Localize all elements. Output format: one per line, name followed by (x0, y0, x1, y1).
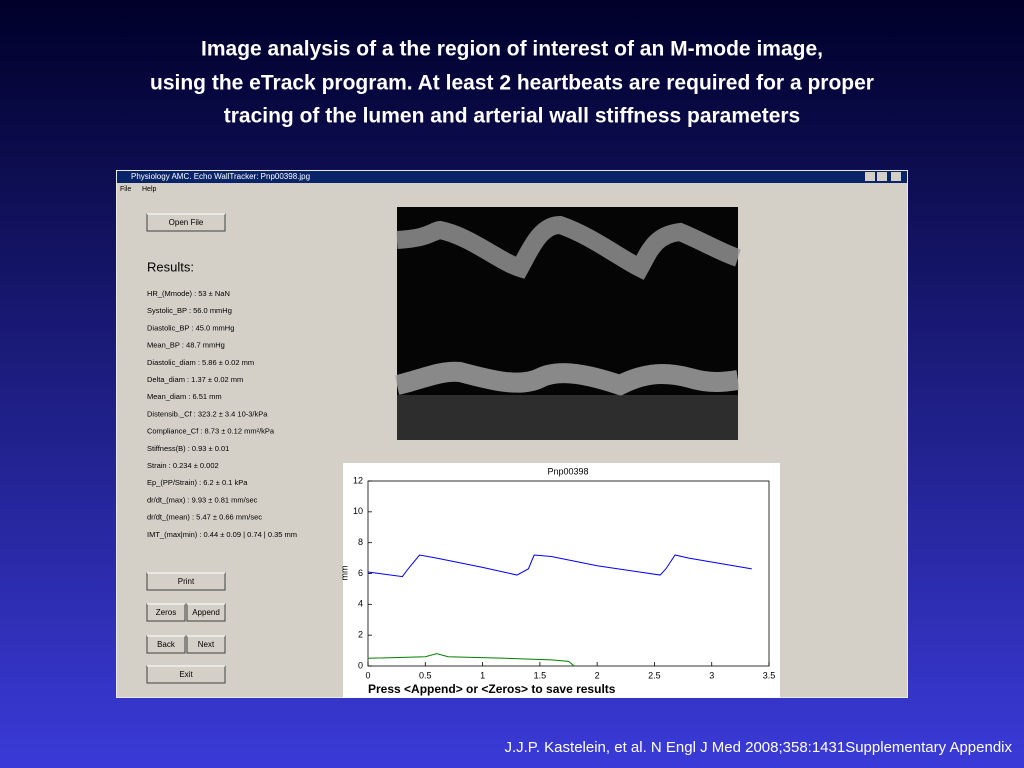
y-tick-label: 6 (358, 568, 363, 578)
title-bar (117, 171, 907, 183)
title-line: using the eTrack program. At least 2 hea… (150, 72, 874, 95)
result-line: HR_(Mmode) : 53 ± NaN (147, 289, 230, 298)
result-line: Distensib._Cf : 323.2 ± 3.4 10-3/kPa (147, 409, 268, 418)
window-title: Physiology AMC. Echo WallTracker: Pnp003… (131, 172, 310, 181)
plot-line (367, 554, 752, 578)
result-line: dr/dt_(mean) : 5.47 ± 0.66 mm/sec (147, 513, 262, 522)
result-line: Diastolic_BP : 45.0 mmHg (147, 323, 234, 332)
button-label: Open File (169, 218, 204, 227)
title-line: tracing of the lumen and arterial wall s… (224, 105, 801, 128)
menu-item[interactable]: File (120, 186, 131, 193)
x-tick-label: 2.5 (648, 670, 661, 680)
x-tick-label: 0.5 (419, 670, 432, 680)
y-axis-label: mm (339, 566, 349, 581)
results-heading: Results: (147, 259, 194, 274)
x-tick-label: 1 (480, 670, 485, 680)
result-line: Mean_BP : 48.7 mmHg (147, 341, 225, 350)
menu-item[interactable]: Help (142, 186, 157, 193)
result-line: Mean_diam : 6.51 mm (147, 392, 222, 401)
y-tick-label: 0 (358, 660, 363, 670)
minimize[interactable] (865, 172, 875, 181)
result-line: Strain : 0.234 ± 0.002 (147, 461, 219, 470)
result-line: Systolic_BP : 56.0 mmHg (147, 306, 232, 315)
x-tick-label: 3.5 (763, 670, 776, 680)
citation: J.J.P. Kastelein, et al. N Engl J Med 20… (504, 739, 1012, 756)
x-tick-label: 2 (595, 670, 600, 680)
result-line: IMT_(max|min) : 0.44 ± 0.09 | 0.74 | 0.3… (147, 530, 297, 539)
result-line: dr/dt_(max) : 9.93 ± 0.81 mm/sec (147, 495, 258, 504)
y-tick-label: 10 (353, 506, 363, 516)
button-label: Zeros (156, 608, 176, 617)
button-label: Next (198, 640, 215, 649)
button-label: Print (178, 577, 195, 586)
close[interactable] (891, 172, 901, 181)
result-line: Ep_(PP/Strain) : 6.2 ± 0.1 kPa (147, 478, 248, 487)
x-tick-label: 0 (365, 670, 370, 680)
echo-wall (394, 361, 740, 396)
result-line: Stiffness(B) : 0.93 ± 0.01 (147, 444, 229, 453)
result-line: Delta_diam : 1.37 ± 0.02 mm (147, 375, 243, 384)
y-tick-label: 4 (358, 599, 363, 609)
button-label: Exit (179, 670, 193, 679)
title-line: Image analysis of a the region of intere… (201, 38, 823, 61)
plot-title: Pnp00398 (547, 466, 588, 476)
y-tick-label: 2 (358, 630, 363, 640)
echo-wall (396, 215, 742, 280)
plot-line (367, 653, 575, 667)
result-line: Diastolic_diam : 5.86 ± 0.02 mm (147, 358, 254, 367)
x-tick-label: 3 (709, 670, 714, 680)
y-tick-label: 12 (353, 475, 363, 485)
status-text: Press <Append> or <Zeros> to save result… (368, 682, 616, 696)
button-label: Append (192, 608, 220, 617)
button-label: Back (157, 640, 176, 649)
app-window: Physiology AMC. Echo WallTracker: Pnp003… (116, 170, 908, 698)
result-line: Compliance_Cf : 8.73 ± 0.12 mm²/kPa (147, 427, 275, 436)
maximize[interactable] (877, 172, 887, 181)
x-tick-label: 1.5 (534, 670, 547, 680)
echo-tissue (397, 395, 738, 440)
y-tick-label: 8 (358, 537, 363, 547)
plot-area (343, 463, 780, 698)
